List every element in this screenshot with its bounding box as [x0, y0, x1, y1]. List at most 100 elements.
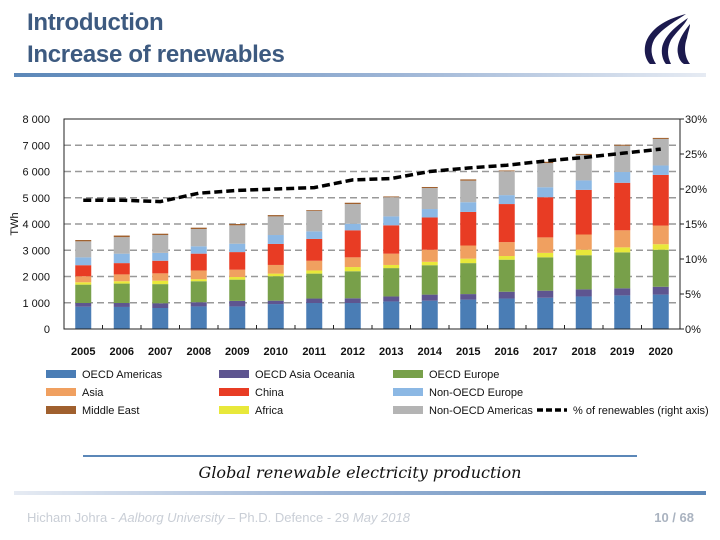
aalborg-university-logo-icon: [644, 14, 690, 64]
bar-segment: [306, 260, 323, 271]
y-tick-label: 4 000: [22, 219, 50, 231]
bar-segment: [306, 231, 323, 239]
bar-segment: [229, 300, 246, 307]
bar-segment: [306, 270, 323, 274]
y-tick-label: 2 000: [22, 272, 50, 284]
legend-label: Africa: [255, 405, 284, 417]
bar-segment: [190, 302, 207, 307]
legend-label: OECD Europe: [429, 369, 499, 381]
bar-segment: [460, 299, 477, 329]
y2-tick-label: 30%: [685, 114, 707, 126]
bar-segment: [498, 259, 515, 292]
renewables-percent-line: [83, 147, 661, 204]
x-tick-label: 2009: [225, 346, 249, 358]
x-tick-label: 2008: [187, 346, 211, 358]
legend-swatch: [219, 388, 249, 396]
bar-segment: [421, 188, 438, 210]
legend-swatch: [393, 388, 423, 396]
bar-segment: [113, 237, 130, 254]
bar-segment: [344, 202, 361, 205]
bar-segment: [190, 306, 207, 329]
header-divider: [14, 73, 706, 77]
x-tick-label: 2011: [302, 346, 326, 358]
y-tick-label: 3 000: [22, 245, 50, 257]
bar-segment: [652, 286, 669, 295]
figure-caption: Global renewable electricity production: [198, 463, 522, 482]
bar-segment: [537, 290, 554, 298]
bar-segment: [267, 243, 284, 265]
bar-segment: [575, 189, 592, 235]
bar-segment: [113, 274, 130, 282]
bar-segment: [614, 288, 631, 296]
bar-segment: [229, 269, 246, 278]
bar-segment: [383, 197, 400, 217]
bar-segment: [229, 277, 246, 280]
bar-segment: [498, 171, 515, 196]
bar-segment: [344, 223, 361, 231]
legend-label: China: [255, 387, 285, 399]
bar-segment: [421, 249, 438, 262]
bar-segment: [614, 230, 631, 248]
bar-segment: [113, 281, 130, 284]
x-tick-label: 2015: [456, 346, 480, 358]
bar-segment: [229, 243, 246, 253]
bar-segment: [460, 202, 477, 212]
bar-segment: [306, 210, 323, 211]
y2-tick-label: 0%: [685, 324, 701, 336]
bar-segment: [537, 163, 554, 188]
y-tick-label: 1 000: [22, 298, 50, 310]
bar-segment: [75, 241, 92, 258]
legend-swatch: [219, 370, 249, 378]
bar-segment: [383, 301, 400, 329]
footer-text: Hicham Johra - Aalborg University – Ph.D…: [27, 510, 410, 525]
bar-segment: [575, 180, 592, 190]
x-tick-label: 2016: [495, 346, 519, 358]
bar-segment: [152, 303, 169, 308]
bar-segment: [229, 279, 246, 301]
bar-segment: [267, 276, 284, 301]
bar-segment: [152, 273, 169, 281]
bar-segment: [460, 294, 477, 300]
bar-segment: [652, 294, 669, 329]
legend-label: OECD Americas: [82, 369, 163, 381]
bar-segment: [75, 282, 92, 285]
legend: OECD Americas OECD Asia Oceania OECD Europ…: [46, 369, 709, 417]
bar-segment: [421, 294, 438, 301]
x-tick-label: 2020: [649, 346, 673, 358]
bar-segment: [575, 296, 592, 329]
bar-segment: [614, 182, 631, 231]
bar-segment: [75, 257, 92, 266]
bar-segment: [113, 306, 130, 329]
bar-segment: [152, 260, 169, 274]
bar-segment: [306, 210, 323, 232]
bar-segment: [537, 161, 554, 164]
bar-segment: [383, 264, 400, 269]
bar-segment: [267, 304, 284, 329]
slide-subtitle: Increase of renewables: [27, 41, 285, 68]
bar-segment: [190, 279, 207, 282]
bar-segment: [575, 255, 592, 290]
y-tick-label: 6 000: [22, 167, 50, 179]
bar-segment: [498, 256, 515, 260]
bar-segment: [344, 271, 361, 299]
bar-segment: [383, 296, 400, 302]
bar-segment: [152, 284, 169, 304]
x-tick-label: 2013: [379, 346, 403, 358]
y-tick-label: 8 000: [22, 114, 50, 126]
footer-institution: Aalborg University: [118, 510, 225, 525]
bar-segment: [75, 276, 92, 283]
bar-segment: [575, 154, 592, 181]
bar-segment: [614, 172, 631, 183]
bar-segment: [421, 209, 438, 218]
bar-segment: [460, 258, 477, 264]
footer-author: Hicham Johra -: [27, 510, 119, 525]
legend-label: Non-OECD Europe: [429, 387, 523, 399]
bar-segment: [575, 153, 592, 155]
y-tick-label: 7 000: [22, 140, 50, 152]
legend-swatch: [46, 388, 76, 396]
bar-segment: [498, 195, 515, 205]
bars: [75, 137, 669, 329]
bar-segment: [614, 144, 631, 146]
bar-segment: [267, 300, 284, 305]
bar-segment: [383, 196, 400, 198]
